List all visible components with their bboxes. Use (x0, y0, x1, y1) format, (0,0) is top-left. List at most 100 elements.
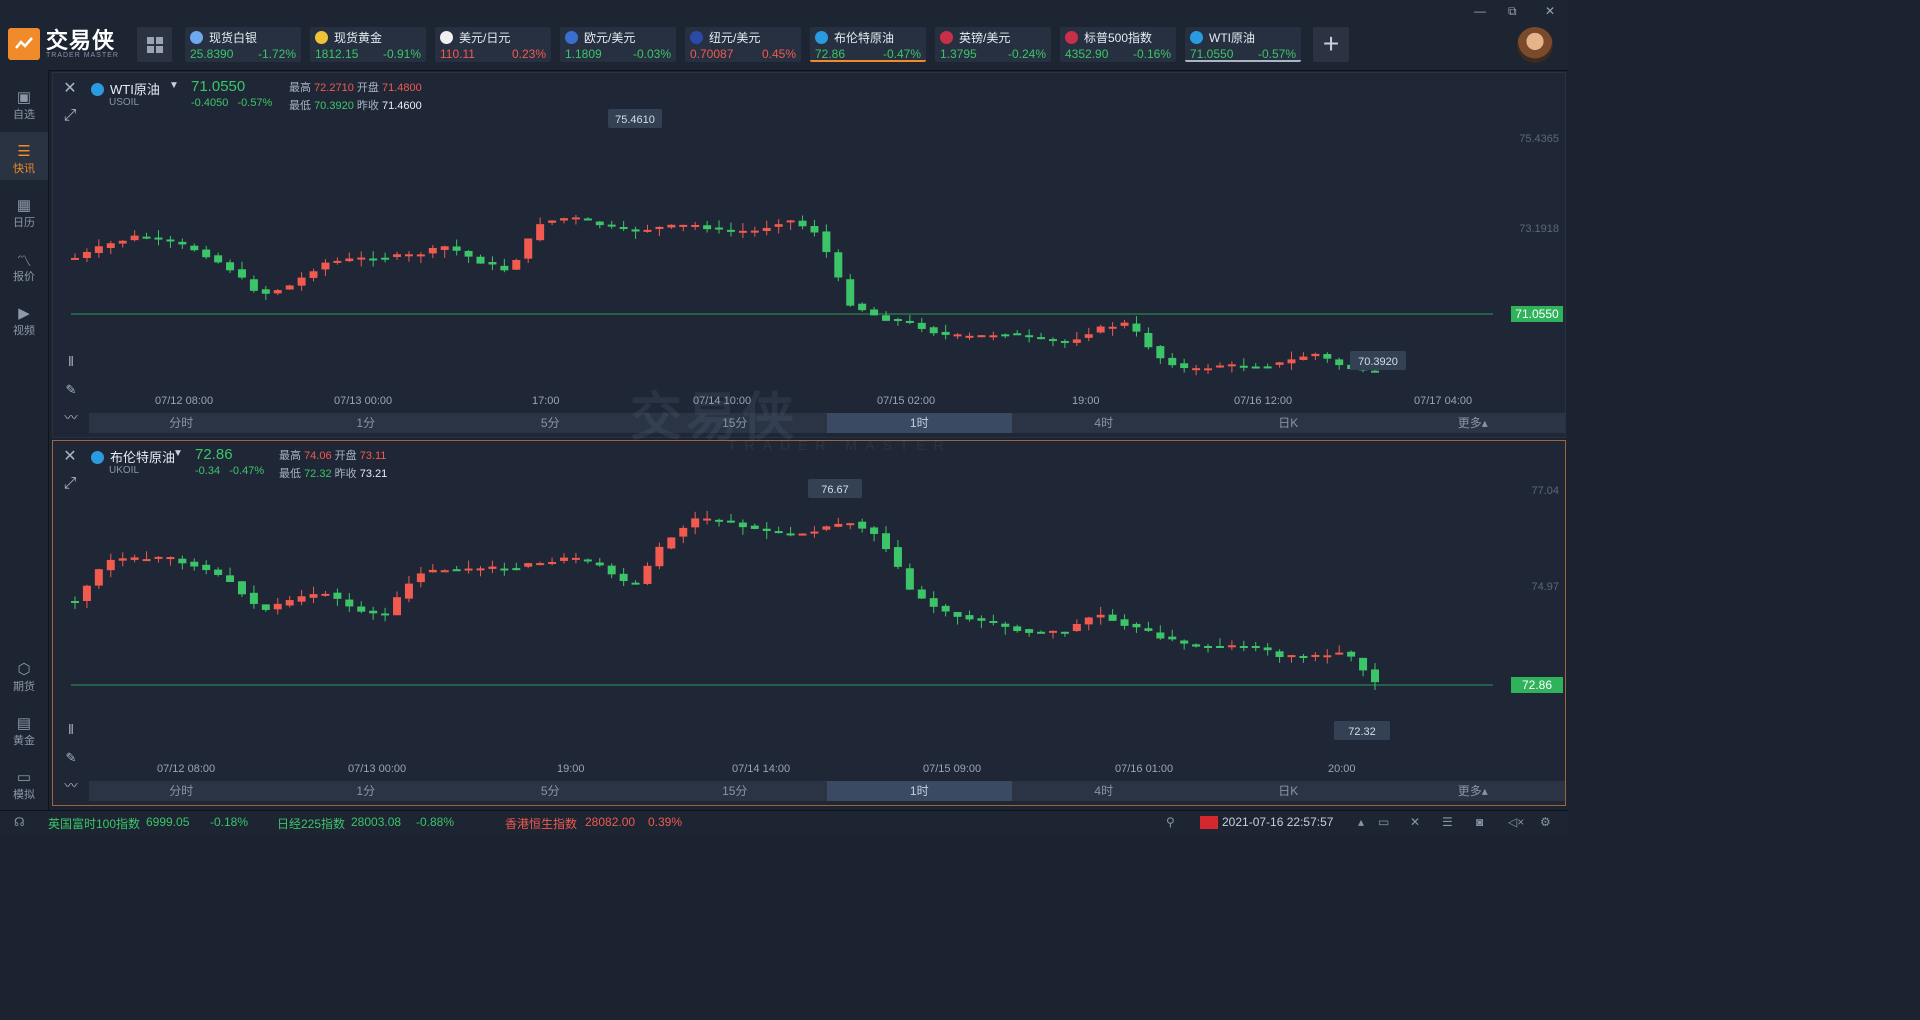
candle-body (369, 258, 378, 261)
timeframe-option[interactable]: 分时 (169, 416, 194, 430)
timeframe-option[interactable]: 1分 (356, 784, 376, 798)
quote-name: 现货黄金 (334, 31, 383, 45)
candle-body (583, 218, 592, 221)
chart-type-icon[interactable]: 〰 (64, 410, 78, 425)
panel-title[interactable]: WTI原油 (110, 82, 160, 97)
quote-tile[interactable]: WTI原油 71.0550 -0.57% (1185, 27, 1301, 62)
timeframe-option[interactable]: 4时 (1094, 416, 1114, 430)
timeframe-option[interactable]: 1分 (356, 416, 376, 430)
settings-icon[interactable]: ⚙ (1540, 815, 1551, 829)
low-value: 72.32 (304, 468, 332, 480)
close-panel-button[interactable]: ✕ (63, 448, 77, 465)
layout-grid-button[interactable] (137, 27, 172, 62)
timeframe-option[interactable]: 分时 (169, 784, 194, 798)
candle-body (858, 303, 867, 311)
add-quote-button[interactable]: + (1313, 27, 1349, 62)
quote-values: 25.8390 -1.72% (190, 47, 296, 61)
timeframe-option[interactable]: 日K (1278, 784, 1299, 798)
sidebar-item[interactable]: ▦ 日历 (0, 186, 48, 234)
maximize-icon[interactable]: ⧉ (1508, 4, 1517, 18)
sidebar-item[interactable]: ▶ 视频 (0, 294, 48, 342)
quote-tile[interactable]: 英镑/美元 1.3795 -0.24% (935, 27, 1051, 62)
close-icon[interactable]: ✕ (1545, 4, 1556, 18)
candle-body (738, 522, 747, 528)
window-icon[interactable]: ▭ (1378, 815, 1390, 829)
candlestick-chart[interactable]: 76.67 72.32 (53, 441, 1565, 781)
chevron-down-icon[interactable]: ▼ (169, 80, 179, 91)
sidebar-item[interactable]: ▭ 模拟 (0, 758, 48, 806)
pencil-icon[interactable]: ✎ (65, 750, 77, 765)
expand-panel-button[interactable]: ⤢ (63, 107, 77, 124)
chart-panel-wti[interactable]: ✕ ⤢ WTI原油 ▼ 71.0550 USOIL -0.4050 -0.57% 最高 72.… (52, 72, 1566, 438)
quote-tile[interactable]: 美元/日元 110.11 0.23% (435, 27, 551, 62)
headset-icon[interactable]: ☊ (14, 815, 25, 829)
menu-icon[interactable]: ☰ (1442, 815, 1453, 829)
mute-icon[interactable]: ◁× (1508, 815, 1525, 829)
sidebar-item[interactable]: ☰ 快讯 (0, 132, 48, 180)
tools-icon[interactable]: ✕ (1410, 815, 1421, 829)
panel-title[interactable]: 布伦特原油 (110, 450, 176, 465)
avatar[interactable] (1517, 27, 1553, 63)
candle-body (619, 573, 628, 582)
change-value: -0.34 (195, 465, 221, 477)
timeframe-option[interactable]: 15分 (722, 416, 748, 430)
sidebar-item[interactable]: ▣ 自选 (0, 78, 48, 126)
candle-body (655, 226, 664, 230)
quote-tile[interactable]: 欧元/美元 1.1809 -0.03% (560, 27, 676, 62)
timeframe-option[interactable]: 1时 (827, 781, 1012, 801)
quote-tile[interactable]: 布伦特原油 72.86 -0.47% (810, 27, 926, 62)
pencil-icon[interactable]: ✎ (65, 382, 77, 397)
sidebar-item[interactable]: ▤ 黄金 (0, 704, 48, 752)
timeframe-option[interactable]: 更多▴ (1457, 416, 1488, 430)
sidebar-item[interactable]: 〽报价 (0, 240, 48, 288)
timeframe-option[interactable]: 日K (1278, 416, 1299, 430)
candle-body (631, 229, 640, 232)
quote-tile[interactable]: 现货黄金 1812.15 -0.91% (310, 27, 426, 62)
timeframe-option[interactable]: 15分 (722, 784, 748, 798)
timeframe-option[interactable]: 5分 (540, 784, 560, 798)
candle-body (118, 558, 127, 561)
candle-body (548, 562, 557, 565)
symbol-code: USOIL (109, 97, 140, 108)
quote-tile[interactable]: 现货白银 25.8390 -1.72% (185, 27, 301, 62)
candlestick-chart[interactable]: 75.4610 70.3920 (53, 73, 1565, 413)
candle-body (512, 259, 521, 270)
candle-body (190, 561, 199, 567)
chevron-down-icon[interactable]: ▼ (173, 448, 183, 459)
watermark: 交易侠 (630, 389, 799, 447)
candle-body (1096, 614, 1105, 618)
sidebar-item[interactable]: ⬡ 期货 (0, 650, 48, 698)
quote-name: WTI原油 (1209, 31, 1255, 45)
ticker-change: -0.18% (210, 815, 249, 829)
timeframe-option[interactable]: 4时 (1094, 784, 1114, 798)
chart-type-icon[interactable]: 〰 (64, 778, 78, 793)
candle-body (619, 227, 628, 230)
candle-body (834, 252, 843, 278)
candle-body (870, 527, 879, 534)
expand-panel-button[interactable]: ⤢ (63, 475, 77, 492)
chevron-up-icon[interactable]: ▴ (1358, 815, 1365, 829)
timeframe-option[interactable]: 更多▴ (1457, 784, 1488, 798)
minimize-icon[interactable]: — (1474, 4, 1486, 18)
timeframe-option[interactable]: 1时 (827, 413, 1012, 433)
candle-body (261, 604, 270, 610)
candle-body (1311, 654, 1320, 657)
chart-panel-brent[interactable]: ✕ ⤢ 布伦特原油 ▼ 72.86 UKOIL -0.34 -0.47% 最高 74.06 开… (52, 440, 1566, 806)
quote-tile[interactable]: 标普500指数 4352.90 -0.16% (1060, 27, 1176, 62)
camera-icon[interactable]: ◙ (1476, 815, 1484, 829)
timeframe-option[interactable]: 5分 (540, 416, 560, 430)
indicator-icon[interactable]: ⦀ (68, 722, 74, 737)
candle-body (404, 254, 413, 257)
candle-body (977, 618, 986, 621)
quote-tile[interactable]: 纽元/美元 0.70087 0.45% (685, 27, 801, 62)
candle-body (1263, 366, 1272, 369)
notification-off-icon[interactable]: ⚲ (1166, 815, 1175, 829)
candle-body (631, 582, 640, 585)
open-value: 73.11 (359, 450, 387, 462)
close-panel-button[interactable]: ✕ (63, 80, 77, 97)
candle-body (750, 525, 759, 529)
logo-text: 交易侠 (46, 27, 116, 53)
indicator-icon[interactable]: ⦀ (68, 354, 74, 369)
max-price-text: 76.67 (821, 484, 849, 496)
high-label: 最高 (289, 82, 311, 94)
